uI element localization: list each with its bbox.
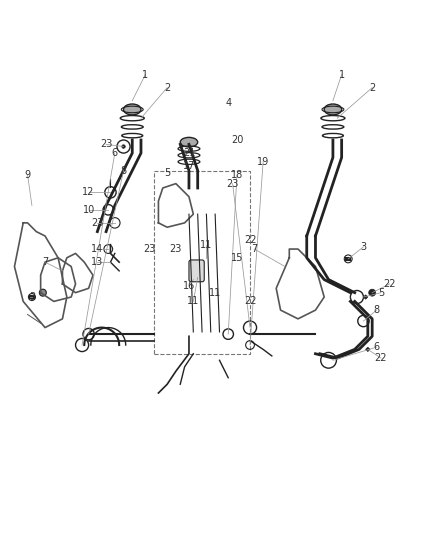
Text: 11: 11 <box>187 296 199 306</box>
Text: 22: 22 <box>382 279 395 289</box>
Text: 11: 11 <box>208 288 221 297</box>
Text: 7: 7 <box>251 244 257 254</box>
Circle shape <box>368 289 375 296</box>
Text: 22: 22 <box>374 353 386 363</box>
Circle shape <box>121 145 125 148</box>
Text: 6: 6 <box>373 342 379 352</box>
Text: 5: 5 <box>377 288 383 297</box>
Text: 21: 21 <box>182 148 195 158</box>
Text: 7: 7 <box>42 257 48 267</box>
Text: 2: 2 <box>368 83 374 93</box>
Text: 1: 1 <box>142 70 148 79</box>
Polygon shape <box>363 295 367 299</box>
Text: 6: 6 <box>112 148 117 158</box>
Text: 23: 23 <box>143 244 155 254</box>
Text: 23: 23 <box>91 218 103 228</box>
Text: 17: 17 <box>182 161 195 171</box>
Text: 18: 18 <box>230 170 243 180</box>
Text: 8: 8 <box>120 166 126 175</box>
Text: 20: 20 <box>230 135 243 145</box>
Text: 23: 23 <box>100 139 112 149</box>
Ellipse shape <box>323 104 341 115</box>
Text: 16: 16 <box>182 281 194 291</box>
Ellipse shape <box>180 138 197 147</box>
Text: 23: 23 <box>170 244 182 254</box>
Text: 19: 19 <box>256 157 268 167</box>
Text: 10: 10 <box>82 205 95 215</box>
Text: 13: 13 <box>91 257 103 267</box>
Text: 23: 23 <box>226 179 238 189</box>
Text: 12: 12 <box>82 187 95 197</box>
Text: 5: 5 <box>164 168 170 177</box>
Text: 22: 22 <box>243 236 256 245</box>
Text: 11: 11 <box>200 240 212 249</box>
Text: 22: 22 <box>243 296 256 306</box>
Text: 9: 9 <box>25 170 31 180</box>
Text: 15: 15 <box>230 253 243 263</box>
Text: 2: 2 <box>164 83 170 93</box>
Text: 1: 1 <box>338 70 344 79</box>
Ellipse shape <box>123 104 141 115</box>
Text: 3: 3 <box>360 242 366 252</box>
Text: 4: 4 <box>225 98 231 108</box>
Circle shape <box>39 289 46 296</box>
Text: 14: 14 <box>91 244 103 254</box>
Polygon shape <box>365 347 369 352</box>
FancyBboxPatch shape <box>188 260 204 282</box>
Text: 8: 8 <box>373 305 379 315</box>
Text: 3: 3 <box>29 292 35 302</box>
